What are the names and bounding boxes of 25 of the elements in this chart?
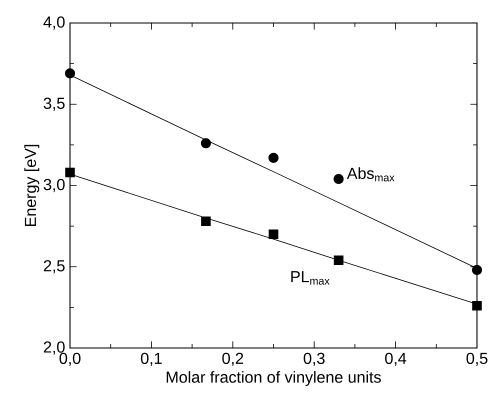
- point: [472, 264, 482, 276]
- y-tick-label: 2,5: [44, 260, 65, 274]
- point: [268, 229, 278, 240]
- y-axis-title: Energy [eV]: [24, 144, 40, 226]
- point: [65, 168, 75, 178]
- x-axis-title: Molar fraction of vinylene units: [166, 371, 381, 386]
- x-tick-label: 0,0: [60, 352, 81, 366]
- point: [268, 152, 279, 163]
- point: [200, 138, 212, 148]
- x-tick-label: 0,2: [222, 352, 244, 366]
- point: [334, 174, 344, 184]
- x-tick-label: 0,1: [140, 352, 162, 366]
- point: [64, 68, 76, 78]
- x-tick-label: 0,5: [466, 352, 488, 366]
- x-tick-label: 0,3: [304, 352, 325, 366]
- y-tick-label: 2,0: [44, 341, 65, 355]
- point: [201, 216, 211, 226]
- point: [334, 255, 344, 266]
- y-tick-label: 4,0: [43, 16, 65, 30]
- series-label: PL$_{max}$: [291, 271, 330, 285]
- point: [472, 300, 482, 311]
- y-tick-label: 3,0: [44, 178, 65, 192]
- y-tick-label: 3,5: [44, 98, 65, 111]
- series-label: Abs$_{max}$: [346, 167, 394, 182]
- x-tick-label: 0,4: [385, 352, 406, 366]
